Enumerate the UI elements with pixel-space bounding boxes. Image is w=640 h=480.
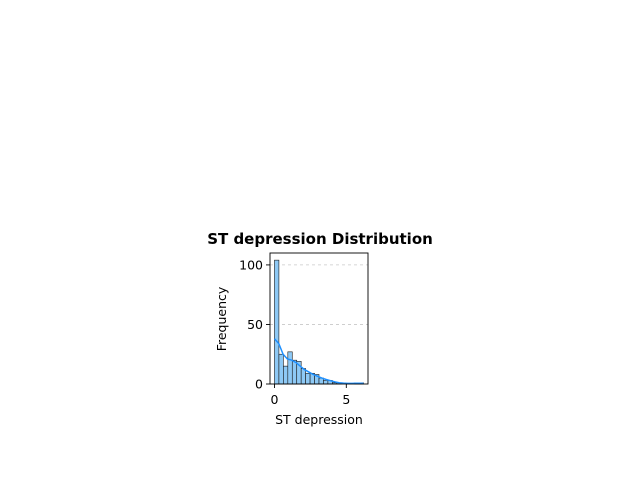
x-tick-label: 5 [342, 392, 350, 407]
histogram-bar [300, 368, 306, 385]
x-tick-label: 0 [270, 392, 278, 407]
y-tick-label: 0 [255, 377, 263, 392]
kde-curve [273, 338, 364, 385]
y-axis-label: Frequency [214, 286, 229, 351]
kde-layer [273, 338, 364, 385]
grid-layer [270, 264, 368, 325]
histogram-bar [305, 372, 311, 385]
histogram-bar [323, 380, 329, 385]
histogram-bar [278, 353, 284, 385]
y-tick-label: 50 [247, 317, 263, 332]
histogram-bar [287, 351, 293, 385]
histogram-bar [291, 359, 298, 385]
histogram-bar [283, 365, 289, 385]
y-ticks: 0 50 100 [239, 257, 270, 392]
x-axis-label: ST depression [275, 412, 363, 427]
chart-title: ST depression Distribution [207, 230, 433, 248]
histogram-bar [274, 259, 280, 385]
y-tick-label: 100 [239, 257, 263, 272]
axes-frame [269, 252, 369, 385]
